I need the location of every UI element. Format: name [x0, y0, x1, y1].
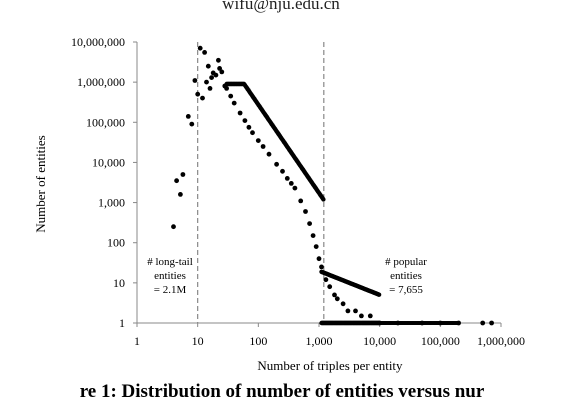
annotation-line: # popular — [385, 256, 427, 268]
x-tick-labels: 1 10 100 1,000 10,000 100,000 1,000,000 — [134, 323, 525, 348]
y-tick-label: 100 — [107, 236, 125, 250]
y-tick-label: 10,000 — [92, 155, 125, 169]
data-point — [207, 86, 213, 91]
data-point — [171, 224, 176, 230]
x-tick-label: 100,000 — [421, 334, 460, 348]
data-point — [316, 256, 322, 262]
data-point — [274, 161, 279, 167]
axes — [136, 42, 501, 324]
data-point — [367, 313, 373, 319]
x-tick-label: 1 — [134, 334, 140, 348]
x-axis-label: Number of triples per entity — [257, 358, 403, 373]
data-point — [376, 292, 382, 297]
data-point — [327, 284, 333, 290]
data-point — [260, 144, 266, 149]
data-point — [204, 79, 209, 85]
data-point — [231, 100, 237, 106]
data-point — [456, 321, 461, 325]
annotation-line: entities — [154, 270, 186, 282]
data-point — [255, 138, 261, 144]
x-tick-label: 1,000,000 — [477, 334, 525, 348]
data-point — [359, 313, 364, 319]
data-point — [303, 209, 308, 214]
data-point — [202, 50, 208, 55]
data-point — [345, 308, 351, 314]
data-point — [197, 45, 203, 51]
data-point — [266, 151, 272, 157]
data-point — [185, 114, 191, 119]
annotation-line: = 2.1M — [154, 284, 187, 296]
data-point — [219, 69, 225, 75]
y-tick-label: 1,000,000 — [77, 75, 125, 89]
x-tick-label: 1,000 — [306, 334, 333, 348]
data-point — [213, 72, 219, 78]
data-point — [321, 197, 326, 202]
annotations: # long-tail entities = 2.1M # popular entiti… — [147, 256, 427, 296]
data-point — [310, 233, 316, 239]
header-text: wifu@nju.edu.cn — [222, 0, 340, 13]
data-point — [323, 277, 329, 283]
data-point — [228, 93, 234, 99]
annotation-line: # long-tail — [147, 256, 193, 268]
data-point — [189, 121, 195, 127]
data-point — [480, 320, 486, 326]
data-point — [205, 63, 211, 69]
y-axis-label: Number of entities — [33, 135, 48, 232]
data-points — [171, 45, 494, 326]
y-tick-labels: 10,000,000 1,000,000 100,000 10,000 1,000 100… — [71, 35, 137, 330]
data-point — [334, 296, 340, 302]
x-tick-label: 10 — [192, 334, 204, 348]
data-point — [250, 130, 255, 136]
annotation-line: = 7,655 — [389, 284, 423, 296]
y-tick-label: 10 — [113, 276, 125, 290]
data-point — [178, 192, 183, 197]
reference-lines — [197, 42, 325, 323]
figure-caption: re 1: Distribution of number of entities… — [79, 381, 485, 402]
data-point — [319, 264, 324, 270]
data-point — [332, 292, 337, 298]
data-point — [298, 198, 304, 204]
data-point — [292, 185, 298, 191]
y-tick-label: 10,000,000 — [71, 35, 125, 49]
x-tick-label: 10,000 — [363, 334, 396, 348]
x-tick-label: 100 — [249, 334, 267, 348]
annotation-line: entities — [390, 270, 422, 282]
data-point — [284, 176, 290, 181]
data-point — [200, 95, 205, 101]
data-point — [174, 178, 180, 184]
data-point — [353, 308, 358, 314]
data-point — [195, 91, 201, 97]
data-point — [192, 78, 198, 83]
data-point — [224, 86, 230, 91]
data-point — [280, 168, 285, 174]
y-tick-label: 1 — [119, 316, 125, 330]
y-tick-label: 1,000 — [98, 196, 125, 210]
data-point — [340, 301, 346, 307]
data-point — [246, 124, 252, 130]
data-point — [216, 57, 221, 63]
data-point — [313, 244, 319, 250]
data-point — [209, 75, 215, 80]
data-point — [237, 110, 243, 116]
data-point — [217, 66, 223, 71]
data-point — [180, 172, 186, 177]
data-point — [489, 320, 494, 326]
data-point — [288, 181, 294, 186]
y-tick-label: 100,000 — [86, 115, 125, 129]
data-point — [307, 221, 312, 227]
data-point — [242, 118, 248, 123]
